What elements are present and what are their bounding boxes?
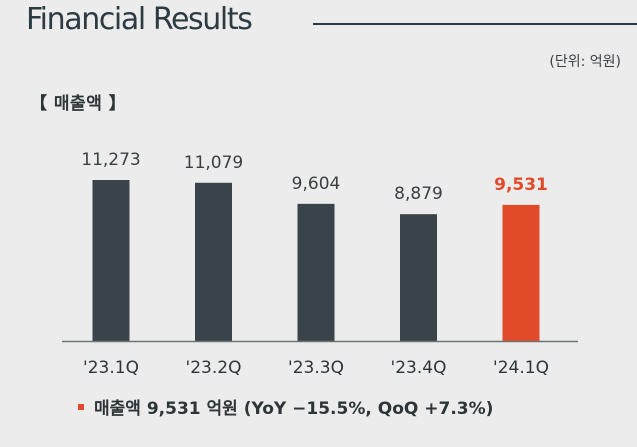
data-label-5: 9,531 — [494, 175, 548, 195]
summary-text: 매출액 9,531 억원 (YoY −15.5%, QoQ +7.3%) — [94, 399, 494, 419]
title-divider — [313, 23, 637, 25]
bar-5 — [502, 204, 540, 341]
page-title: Financial Results — [26, 2, 253, 37]
x-tick-label-1: '23.1Q — [83, 358, 139, 378]
data-label-4: 8,879 — [394, 184, 443, 204]
bar-2 — [195, 182, 232, 341]
summary-line: 매출액 9,531 억원 (YoY −15.5%, QoQ +7.3%) — [78, 394, 493, 419]
x-tick-label-3: '23.3Q — [288, 358, 344, 378]
unit-label: (단위: 억원) — [549, 54, 621, 70]
data-label-3: 9,604 — [292, 174, 341, 194]
section-label: 【 매출액 】 — [30, 94, 127, 114]
x-tick-label-4: '23.4Q — [391, 358, 447, 378]
x-tick-label-5: '24.1Q — [493, 358, 549, 378]
bar-4 — [400, 214, 437, 341]
bar-3 — [297, 203, 335, 341]
bullet-icon — [78, 403, 84, 410]
data-label-2: 11,079 — [184, 153, 243, 173]
x-tick-label-2: '23.2Q — [186, 358, 242, 378]
data-label-1: 11,273 — [81, 150, 140, 170]
bar-1 — [92, 180, 130, 341]
